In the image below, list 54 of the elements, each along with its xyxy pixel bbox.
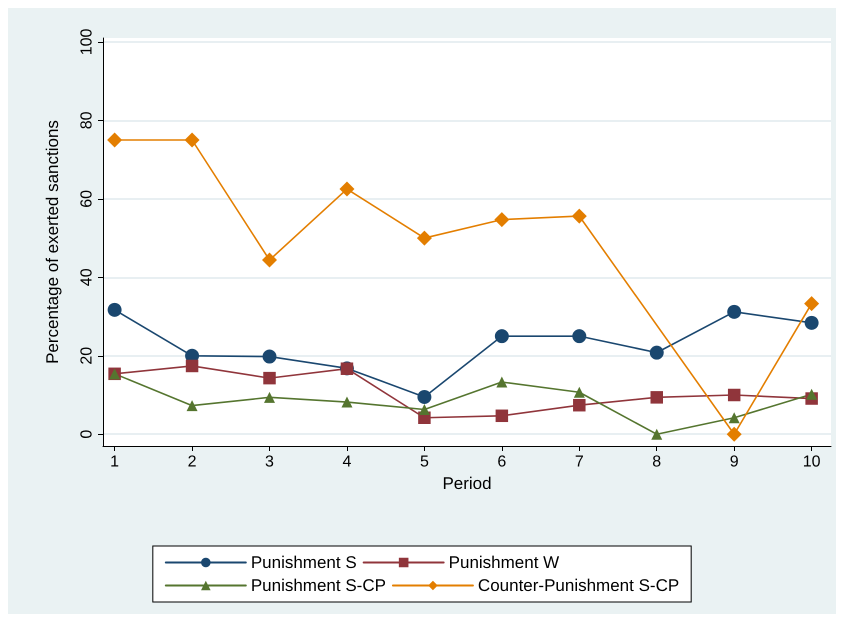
- x-tick-label: 7: [574, 454, 584, 470]
- legend-label: Punishment S: [250, 553, 357, 572]
- x-tick-label: 9: [730, 454, 739, 470]
- point: [341, 396, 352, 408]
- point: [262, 350, 277, 364]
- point: [416, 230, 432, 246]
- point: [263, 372, 276, 384]
- point: [572, 208, 587, 224]
- point: [339, 182, 354, 197]
- point: [728, 388, 740, 402]
- point: [804, 316, 819, 330]
- point: [574, 386, 585, 398]
- point: [650, 391, 663, 404]
- y-tick-label: 60: [78, 190, 96, 208]
- x-tick-label: 2: [188, 454, 197, 470]
- y-tick-label: 0: [78, 430, 96, 439]
- y-tick-label: 80: [78, 111, 96, 130]
- point: [496, 376, 508, 388]
- x-tick-label: 3: [265, 454, 274, 470]
- point: [418, 404, 430, 416]
- point: [264, 392, 276, 403]
- point: [494, 329, 509, 344]
- x-tick-label: 10: [802, 454, 821, 470]
- y-tick-label: 40: [78, 268, 96, 286]
- point: [184, 132, 200, 148]
- x-tick-label: 6: [497, 454, 506, 470]
- point: [417, 390, 432, 404]
- x-tick-label: 1: [110, 454, 120, 470]
- point: [262, 252, 278, 268]
- point: [804, 296, 820, 312]
- point: [496, 410, 508, 422]
- point: [186, 400, 198, 412]
- legend-label: Counter-Punishment S-CP: [478, 576, 680, 595]
- y-tick-label: 20: [78, 346, 96, 365]
- x-tick-label: 5: [420, 454, 429, 470]
- x-tick-label: 8: [652, 454, 662, 470]
- point: [107, 132, 122, 148]
- point: [186, 360, 198, 372]
- point: [572, 329, 586, 344]
- y-tick-label: 100: [78, 28, 96, 56]
- point: [573, 398, 586, 412]
- point: [728, 412, 740, 424]
- legend-label: Punishment W: [448, 553, 560, 572]
- point: [494, 212, 510, 228]
- y-axis-title: Percentage of exerted sanctions: [43, 120, 62, 364]
- point: [651, 428, 662, 440]
- point: [806, 388, 818, 400]
- legend-label: Punishment S-CP: [250, 576, 386, 595]
- point: [726, 426, 742, 442]
- x-tick-label: 4: [342, 454, 352, 470]
- point: [727, 304, 742, 319]
- point: [108, 302, 122, 317]
- x-axis-title: Period: [442, 474, 492, 493]
- point: [650, 346, 664, 360]
